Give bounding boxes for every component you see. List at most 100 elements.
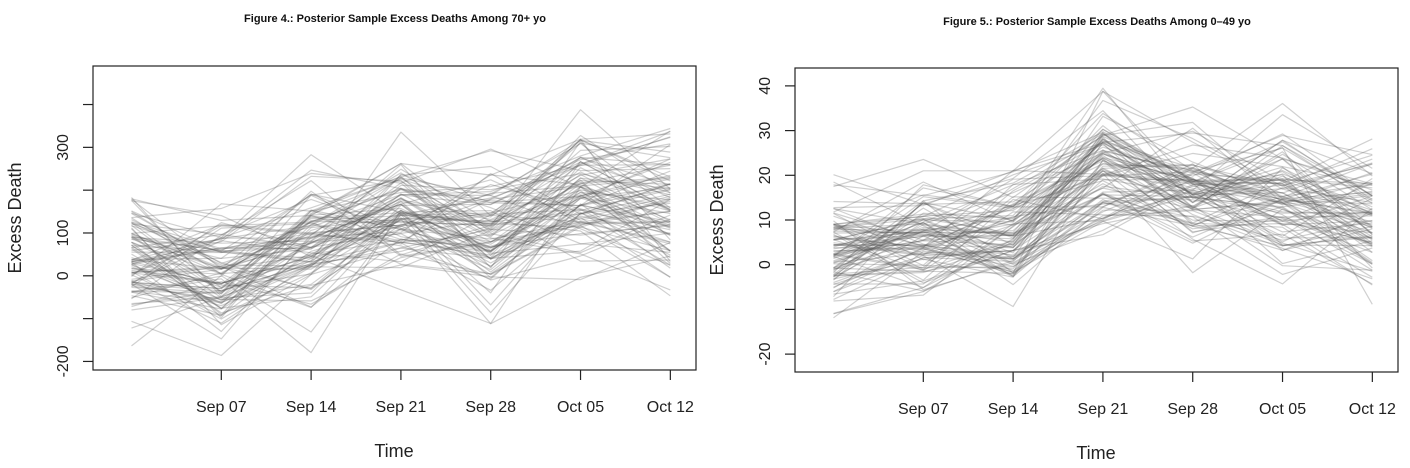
sample-line — [131, 223, 671, 304]
sample-line — [131, 204, 671, 291]
sample-line — [131, 138, 671, 270]
sample-line — [833, 138, 1373, 315]
sample-line — [833, 185, 1373, 265]
sample-line — [833, 170, 1373, 285]
sample-line — [131, 178, 671, 319]
sample-line — [833, 189, 1373, 285]
sample-line — [833, 175, 1373, 263]
y-tick-label: 300 — [55, 134, 72, 161]
sample-line — [131, 183, 671, 284]
sample-line — [131, 191, 671, 252]
chart-title: Figure 4.: Posterior Sample Excess Death… — [244, 13, 546, 25]
sample-line — [131, 210, 671, 290]
sample-line — [131, 143, 671, 289]
x-tick-label: Sep 21 — [376, 399, 427, 416]
x-tick-label: Oct 12 — [647, 399, 694, 416]
sample-line — [131, 242, 671, 314]
chart-figure-4: Figure 4.: Posterior Sample Excess Death… — [5, 13, 697, 461]
sample-line — [131, 186, 671, 302]
sample-line — [833, 99, 1373, 233]
sample-line — [131, 173, 671, 263]
plot-frame — [92, 65, 697, 371]
sample-line — [833, 193, 1373, 286]
sample-line — [833, 202, 1373, 289]
sample-line — [131, 161, 671, 309]
sample-line — [833, 160, 1373, 248]
sample-line — [833, 134, 1373, 259]
x-tick-label: Sep 07 — [898, 401, 949, 418]
sample-line — [833, 106, 1373, 235]
sample-line — [131, 173, 671, 263]
sample-line — [833, 149, 1373, 289]
sample-line — [833, 102, 1373, 250]
sample-line — [833, 166, 1373, 258]
sample-line — [833, 163, 1373, 269]
sample-line — [131, 167, 671, 293]
sample-line — [833, 121, 1373, 243]
sample-line — [833, 150, 1373, 239]
sample-line — [131, 193, 671, 307]
sample-line — [131, 127, 671, 249]
sample-line — [833, 167, 1373, 315]
sample-line — [131, 218, 671, 301]
sample-line — [833, 181, 1373, 272]
sample-line — [833, 157, 1373, 288]
sample-line — [833, 139, 1373, 225]
sample-line — [833, 179, 1373, 260]
sample-line — [131, 171, 671, 298]
x-axis: Sep 07 Sep 14 Sep 21 Sep 28 Oct 05 Oct 12 — [196, 370, 694, 416]
sample-line — [833, 157, 1373, 262]
sample-line — [833, 153, 1373, 246]
sample-line — [833, 178, 1373, 281]
sample-line — [833, 187, 1373, 286]
sample-line — [833, 173, 1373, 280]
sample-line — [833, 131, 1373, 236]
sample-line — [833, 160, 1373, 273]
sample-line — [833, 130, 1373, 225]
y-tick-label: 0 — [55, 271, 72, 280]
sample-line — [833, 114, 1373, 248]
sample-line — [833, 159, 1373, 308]
sample-line — [131, 141, 671, 269]
y-tick-label: 30 — [757, 122, 774, 140]
sample-line — [131, 130, 671, 219]
y-tick-label: 40 — [757, 77, 774, 95]
sample-line — [131, 203, 671, 354]
sample-line — [833, 192, 1373, 273]
sample-line — [131, 179, 671, 333]
sample-line — [131, 210, 671, 316]
sample-line — [833, 147, 1373, 305]
sample-line — [833, 158, 1373, 252]
sample-line — [833, 131, 1373, 259]
sample-line — [131, 176, 671, 304]
sample-line — [131, 177, 671, 285]
sample-line — [833, 145, 1373, 241]
sample-line — [131, 136, 671, 239]
x-axis: Sep 07 Sep 14 Sep 21 Sep 28 Oct 05 Oct 12 — [898, 372, 1396, 418]
sample-line — [131, 142, 671, 267]
x-tick-label: Sep 21 — [1078, 401, 1129, 418]
sample-line — [131, 210, 671, 275]
sample-line — [833, 163, 1373, 269]
sample-line — [833, 205, 1373, 295]
sample-line — [131, 197, 671, 280]
sample-line — [833, 135, 1373, 241]
sample-line — [833, 90, 1373, 213]
sample-line — [131, 210, 671, 292]
sample-line — [131, 172, 671, 305]
sample-line — [833, 110, 1373, 205]
sample-line — [131, 158, 671, 284]
sample-line — [833, 138, 1373, 254]
sample-line — [833, 128, 1373, 234]
sample-line — [131, 165, 671, 258]
sample-line — [833, 90, 1373, 298]
posterior-sample-lines — [131, 109, 671, 357]
sample-line — [131, 196, 671, 260]
sample-line — [833, 209, 1373, 293]
y-axis: -200 0 100 300 — [55, 103, 93, 377]
sample-line — [131, 208, 671, 310]
sample-line — [131, 142, 671, 316]
posterior-sample-lines — [833, 87, 1373, 319]
sample-line — [833, 155, 1373, 276]
